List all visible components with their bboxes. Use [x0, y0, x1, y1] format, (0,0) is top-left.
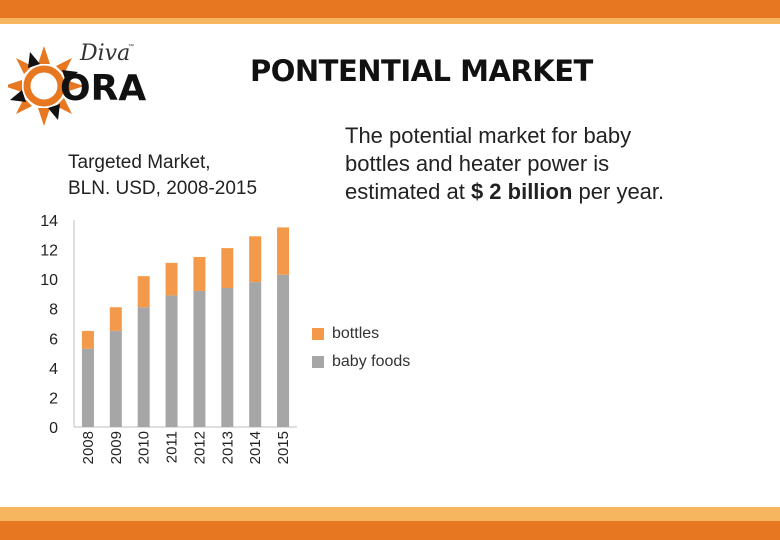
description-line2: bottles and heater power is: [345, 151, 610, 176]
description-line1: The potential market for baby: [345, 123, 632, 148]
x-tick-label: 2013: [219, 431, 236, 464]
y-tick-label: 6: [49, 331, 58, 348]
x-tick-label: 2010: [136, 431, 153, 464]
x-tick-label: 2015: [275, 431, 292, 464]
legend-item-bottles: bottles: [312, 320, 410, 348]
bar-baby-foods-2013: [221, 288, 234, 427]
legend-swatch-bottles: [312, 328, 324, 340]
description-highlight: $ 2 billion: [470, 179, 573, 204]
diva-ora-logo: Diva ™ ORA: [8, 41, 146, 126]
logo-script-text: Diva: [79, 41, 130, 66]
top-accent-band-light: [0, 18, 780, 24]
legend-label-bottles: bottles: [332, 325, 380, 342]
y-tick-label: 12: [40, 243, 58, 260]
legend-item-baby-foods: baby foods: [312, 348, 410, 376]
bar-baby-foods-2012: [193, 290, 206, 427]
bar-baby-foods-2009: [109, 330, 122, 427]
bar-bottles-2012: [193, 256, 206, 291]
x-tick-label: 2011: [164, 431, 181, 463]
logo-main-text: ORA: [60, 68, 146, 109]
legend-swatch-baby-foods: [312, 356, 324, 368]
chart-legend: bottles baby foods: [312, 320, 410, 376]
bottom-accent-band-light: [0, 507, 780, 521]
bar-baby-foods-2015: [277, 274, 290, 427]
y-tick-label: 10: [40, 272, 58, 289]
y-tick-label: 4: [49, 361, 58, 378]
y-tick-label: 14: [40, 213, 58, 230]
bar-bottles-2009: [109, 307, 122, 331]
bar-bottles-2013: [221, 248, 234, 289]
chart-title-line1: Targeted Market,: [68, 152, 211, 173]
market-description: The potential market for baby bottles an…: [345, 122, 765, 206]
y-tick-label: 0: [49, 420, 58, 437]
description-line3-post: per year.: [572, 179, 665, 204]
x-tick-label: 2012: [191, 431, 208, 464]
x-tick-label: 2014: [247, 431, 264, 464]
bar-baby-foods-2011: [165, 295, 178, 427]
bar-bottles-2014: [249, 236, 262, 283]
description-line3-pre: estimated at: [345, 179, 471, 204]
bar-bottles-2011: [165, 262, 178, 296]
bar-bottles-2010: [137, 276, 150, 308]
bar-bottles-2008: [81, 330, 94, 349]
chart-title: Targeted Market, BLN. USD, 2008-2015: [68, 150, 257, 202]
description-line3: estimated at $ 2 billion per year.: [345, 178, 765, 206]
x-tick-label: 2009: [108, 431, 125, 464]
y-tick-label: 2: [49, 390, 58, 407]
logo-tm: ™: [128, 43, 134, 50]
y-tick-label: 8: [49, 302, 58, 319]
top-accent-band: [0, 0, 780, 18]
bar-baby-foods-2014: [249, 282, 262, 427]
bottom-accent-band: [0, 521, 780, 540]
page-title: PONTENTIAL MARKET: [250, 54, 593, 88]
bar-baby-foods-2008: [81, 348, 94, 427]
x-tick-label: 2008: [80, 431, 97, 464]
bar-baby-foods-2010: [137, 307, 150, 427]
legend-label-baby-foods: baby foods: [332, 353, 411, 370]
chart-title-line2: BLN. USD, 2008-2015: [68, 178, 258, 199]
bar-bottles-2015: [277, 227, 290, 275]
